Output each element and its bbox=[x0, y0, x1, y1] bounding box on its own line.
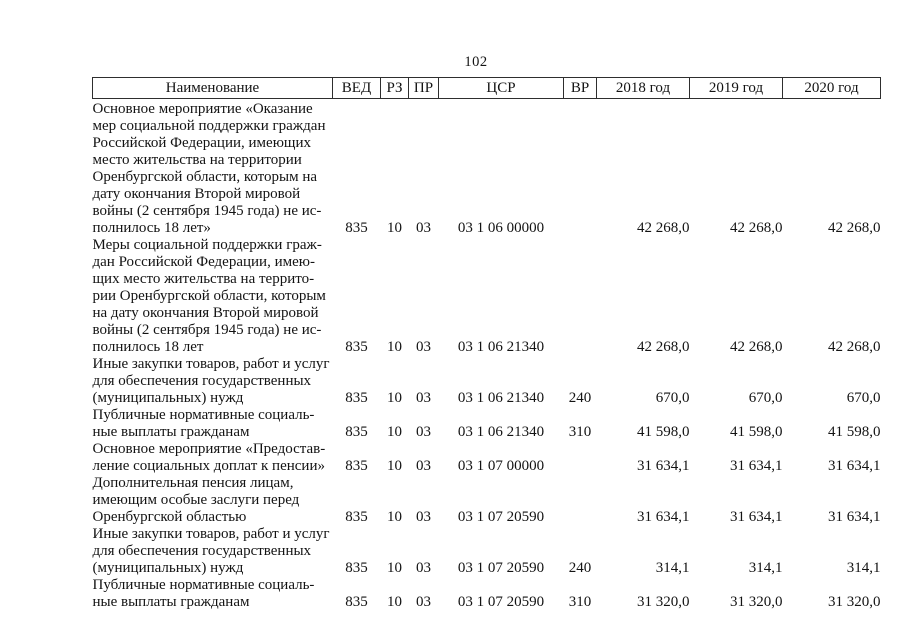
budget-table: Наименование ВЕД РЗ ПР ЦСР ВР 2018 год 2… bbox=[92, 77, 881, 611]
header-2020: 2020 год bbox=[782, 77, 881, 99]
row-ved: 835 bbox=[345, 560, 368, 576]
header-2018: 2018 год bbox=[596, 77, 690, 99]
row-2020: 31 634,1 bbox=[828, 458, 881, 474]
row-2019: 41 598,0 bbox=[730, 424, 783, 440]
row-ved: 835 bbox=[345, 339, 368, 355]
table-row: Меры социальной поддержки граж- дан Росс… bbox=[93, 237, 881, 356]
row-name: Иные закупки товаров, работ и услуг для … bbox=[92, 356, 330, 406]
row-2019: 31 634,1 bbox=[730, 509, 783, 525]
row-vr bbox=[564, 441, 597, 475]
row-name: Иные закупки товаров, работ и услуг для … bbox=[92, 526, 330, 576]
row-2018: 31 320,0 bbox=[637, 594, 690, 610]
table-row: Публичные нормативные социаль- ные выпла… bbox=[93, 407, 881, 441]
row-vr bbox=[564, 475, 597, 526]
row-ved: 835 bbox=[345, 220, 368, 236]
header-name: Наименование bbox=[92, 77, 333, 99]
row-name: Меры социальной поддержки граж- дан Росс… bbox=[92, 237, 326, 355]
table-row: Основное мероприятие «Предостав- ление с… bbox=[93, 441, 881, 475]
row-2020: 31 634,1 bbox=[828, 509, 881, 525]
row-pr: 03 bbox=[416, 458, 431, 474]
row-vr bbox=[564, 99, 597, 238]
row-csr: 03 1 07 00000 bbox=[457, 458, 545, 474]
row-csr: 03 1 06 00000 bbox=[457, 220, 545, 236]
page-number: 102 bbox=[464, 54, 488, 70]
row-2018: 42 268,0 bbox=[637, 339, 690, 355]
row-name: Дополнительная пенсия лицам, имеющим осо… bbox=[92, 475, 300, 525]
row-2020: 31 320,0 bbox=[828, 594, 881, 610]
row-pr: 03 bbox=[416, 509, 431, 525]
table-row: Основное мероприятие «Оказание мер социа… bbox=[93, 99, 881, 238]
row-rz: 10 bbox=[387, 390, 402, 406]
row-2020: 42 268,0 bbox=[828, 220, 881, 236]
row-vr: 240 bbox=[568, 390, 592, 406]
row-2019: 314,1 bbox=[748, 560, 783, 576]
header-rz: РЗ bbox=[380, 77, 409, 99]
row-vr: 310 bbox=[568, 594, 592, 610]
row-ved: 835 bbox=[345, 458, 368, 474]
header-vr: ВР bbox=[563, 77, 597, 99]
row-rz: 10 bbox=[387, 594, 402, 610]
row-csr: 03 1 06 21340 bbox=[457, 339, 545, 355]
row-2020: 670,0 bbox=[846, 390, 881, 406]
row-rz: 10 bbox=[387, 509, 402, 525]
row-2018: 42 268,0 bbox=[637, 220, 690, 236]
row-ved: 835 bbox=[345, 509, 368, 525]
table-row: Публичные нормативные социаль- ные выпла… bbox=[93, 577, 881, 611]
row-csr: 03 1 07 20590 bbox=[457, 509, 545, 525]
row-2018: 31 634,1 bbox=[637, 458, 690, 474]
row-pr: 03 bbox=[416, 390, 431, 406]
header-csr: ЦСР bbox=[438, 77, 564, 99]
row-pr: 03 bbox=[416, 594, 431, 610]
row-csr: 03 1 07 20590 bbox=[457, 594, 545, 610]
row-pr: 03 bbox=[416, 560, 431, 576]
row-name: Основное мероприятие «Оказание мер социа… bbox=[92, 101, 326, 236]
row-name: Публичные нормативные социаль- ные выпла… bbox=[92, 577, 315, 610]
row-pr: 03 bbox=[416, 220, 431, 236]
row-2020: 314,1 bbox=[846, 560, 881, 576]
row-pr: 03 bbox=[416, 339, 431, 355]
row-2019: 42 268,0 bbox=[730, 339, 783, 355]
row-2020: 42 268,0 bbox=[828, 339, 881, 355]
row-2018: 41 598,0 bbox=[637, 424, 690, 440]
row-2018: 670,0 bbox=[655, 390, 690, 406]
row-csr: 03 1 06 21340 bbox=[457, 390, 545, 406]
table-row: Иные закупки товаров, работ и услуг для … bbox=[93, 526, 881, 577]
row-2019: 42 268,0 bbox=[730, 220, 783, 236]
row-vr bbox=[564, 237, 597, 356]
row-2019: 31 634,1 bbox=[730, 458, 783, 474]
row-2019: 670,0 bbox=[748, 390, 783, 406]
header-row: Наименование ВЕД РЗ ПР ЦСР ВР 2018 год 2… bbox=[92, 77, 881, 99]
row-rz: 10 bbox=[387, 560, 402, 576]
row-name: Публичные нормативные социаль- ные выпла… bbox=[92, 407, 315, 440]
row-vr: 240 bbox=[568, 560, 592, 576]
row-vr: 310 bbox=[568, 424, 592, 440]
row-2018: 314,1 bbox=[655, 560, 690, 576]
row-csr: 03 1 07 20590 bbox=[457, 560, 545, 576]
table-header: Наименование ВЕД РЗ ПР ЦСР ВР 2018 год 2… bbox=[92, 77, 881, 99]
row-2018: 31 634,1 bbox=[637, 509, 690, 525]
row-pr: 03 bbox=[416, 424, 431, 440]
table-row: Иные закупки товаров, работ и услуг для … bbox=[93, 356, 881, 407]
row-2019: 31 320,0 bbox=[730, 594, 783, 610]
header-ved: ВЕД bbox=[332, 77, 381, 99]
header-pr: ПР bbox=[408, 77, 439, 99]
row-ved: 835 bbox=[345, 424, 368, 440]
row-ved: 835 bbox=[345, 390, 368, 406]
row-rz: 10 bbox=[387, 339, 402, 355]
header-2019: 2019 год bbox=[689, 77, 783, 99]
row-rz: 10 bbox=[387, 220, 402, 236]
row-csr: 03 1 06 21340 bbox=[457, 424, 545, 440]
row-ved: 835 bbox=[345, 594, 368, 610]
table-body: Основное мероприятие «Оказание мер социа… bbox=[93, 99, 881, 612]
row-rz: 10 bbox=[387, 424, 402, 440]
row-rz: 10 bbox=[387, 458, 402, 474]
row-2020: 41 598,0 bbox=[828, 424, 881, 440]
row-name: Основное мероприятие «Предостав- ление с… bbox=[92, 441, 326, 474]
table-row: Дополнительная пенсия лицам, имеющим осо… bbox=[93, 475, 881, 526]
